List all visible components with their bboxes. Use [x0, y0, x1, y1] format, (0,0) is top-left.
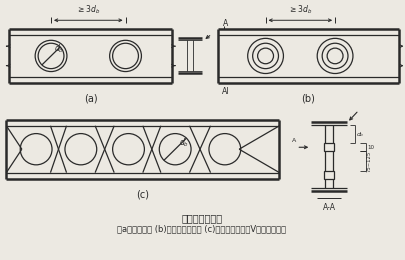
Text: Al: Al	[222, 87, 229, 96]
Text: 75~125: 75~125	[367, 150, 372, 172]
Bar	[324, 143, 334, 151]
Bar	[324, 171, 334, 179]
Text: A: A	[292, 138, 296, 143]
Text: A-A: A-A	[323, 203, 336, 212]
Text: A: A	[223, 19, 228, 28]
Text: 10: 10	[367, 145, 374, 150]
Text: 梁的圓形孔補强: 梁的圓形孔補强	[181, 213, 223, 223]
Text: (a): (a)	[84, 94, 98, 103]
Text: $d_b$: $d_b$	[356, 130, 364, 139]
Text: $d_b$: $d_b$	[179, 136, 189, 149]
Text: $d_b$: $d_b$	[54, 43, 64, 55]
Text: (b): (b)	[301, 94, 315, 103]
Text: (c): (c)	[136, 189, 149, 199]
Text: $\geq 3d_b$: $\geq 3d_b$	[288, 4, 312, 16]
Text: （a）套管補强 (b)环形補强板補强 (c)在梁腹板上加坪V形加劲肋補强: （a）套管補强 (b)环形補强板補强 (c)在梁腹板上加坪V形加劲肋補强	[117, 224, 287, 233]
Text: $\geq 3d_b$: $\geq 3d_b$	[76, 4, 100, 16]
